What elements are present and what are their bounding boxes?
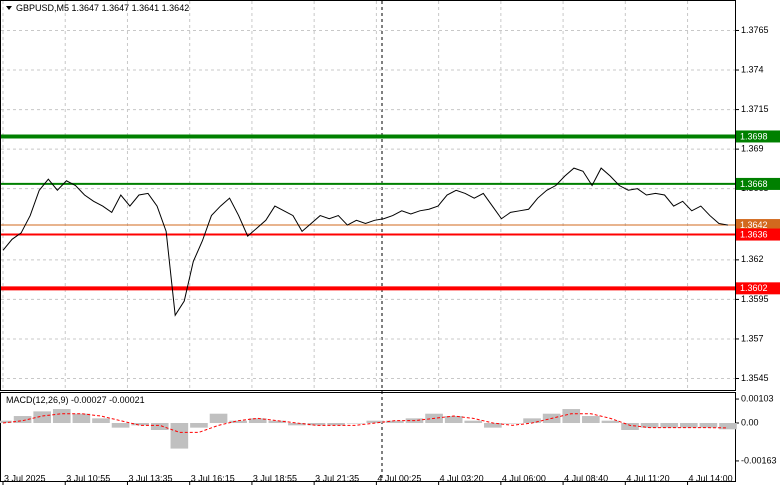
macd-bar — [464, 420, 483, 424]
macd-bar — [640, 423, 659, 428]
level-label: 1.3642 — [740, 220, 768, 230]
macd-bar — [0, 420, 12, 424]
macd-bar — [131, 423, 149, 426]
macd-bar — [523, 418, 541, 424]
symbol-title: GBPUSD,M5 1.3647 1.3647 1.3641 1.3642 — [16, 3, 189, 13]
macd-bar — [660, 423, 679, 428]
macd-bar — [150, 423, 169, 430]
x-tick-label: 4 Jul 11:20 — [626, 473, 669, 483]
macd-bar — [366, 420, 385, 424]
macd-bar — [346, 423, 365, 424]
macd-bar — [386, 420, 404, 424]
macd-bar — [209, 413, 228, 424]
macd-bar — [190, 423, 208, 428]
macd-bar — [268, 420, 287, 424]
signal-current: -0.00021 — [109, 395, 145, 405]
level-label-box — [736, 130, 780, 143]
macd-bar — [582, 416, 600, 424]
x-tick-label: 4 Jul 06:00 — [502, 473, 546, 483]
open: 1.3647 — [72, 3, 100, 13]
macd-bar — [719, 423, 737, 430]
level-label-box — [736, 228, 780, 241]
x-tick-label: 3 Jul 2025 — [4, 473, 46, 483]
macd-bar — [33, 411, 52, 424]
y-tick-label: 1.369 — [741, 143, 764, 153]
level-label: 1.3698 — [740, 131, 768, 141]
level-label: 1.3668 — [740, 179, 768, 189]
level-label-box — [736, 177, 780, 190]
y-tick-label: 1.3595 — [741, 294, 769, 304]
level-label: 1.3602 — [740, 283, 768, 293]
price-line — [2, 167, 729, 317]
level-label-box — [736, 282, 780, 295]
price-panel — [0, 0, 736, 391]
macd-bar — [699, 423, 718, 428]
y-tick-label: 1.374 — [741, 64, 764, 74]
macd-bar — [92, 418, 110, 424]
y-tick-label: -0.00163 — [741, 455, 777, 465]
macd-bar — [601, 420, 620, 424]
y-tick-label: 0.00 — [741, 417, 759, 427]
macd-bar — [327, 423, 345, 426]
close: 1.3642 — [162, 3, 190, 13]
macd-bar — [111, 423, 130, 428]
x-tick-label: 3 Jul 10:55 — [66, 473, 110, 483]
macd-bar — [13, 416, 32, 424]
y-tick-label: 0.00103 — [741, 393, 774, 403]
y-tick-label: 1.3715 — [741, 104, 769, 114]
high: 1.3647 — [102, 3, 130, 13]
title: MACD(12,26,9) — [6, 395, 69, 405]
x-tick-label: 4 Jul 14:00 — [689, 473, 733, 483]
y-tick-label: 1.3765 — [741, 25, 769, 35]
y-tick-label: 1.3545 — [741, 373, 769, 383]
x-tick-label: 3 Jul 16:15 — [191, 473, 235, 483]
x-tick-label: 4 Jul 03:20 — [440, 473, 484, 483]
macd-bar — [444, 416, 463, 424]
macd-bar — [679, 423, 698, 428]
level-label: 1.3636 — [740, 229, 768, 239]
macd-bar — [52, 409, 71, 424]
macd-bar — [503, 423, 522, 424]
macd-bar — [288, 423, 306, 426]
y-tick-label: 1.362 — [741, 254, 764, 264]
macd-bar — [72, 413, 91, 424]
macd-bar — [562, 409, 581, 424]
x-tick-label: 4 Jul 08:40 — [564, 473, 608, 483]
macd-bar — [307, 423, 326, 426]
macd-bar — [484, 423, 502, 428]
low: 1.3641 — [132, 3, 160, 13]
macd-current: -0.00027 — [71, 395, 107, 405]
x-tick-label: 4 Jul 00:25 — [377, 473, 421, 483]
signal-line — [2, 413, 729, 433]
x-tick-label: 3 Jul 18:55 — [253, 473, 297, 483]
menu-icon — [6, 6, 12, 10]
x-tick-label: 3 Jul 21:35 — [315, 473, 359, 483]
macd-panel — [0, 392, 736, 482]
macd-bar — [170, 423, 189, 449]
macd-bar — [248, 418, 267, 424]
level-label-box — [736, 219, 780, 232]
title: GBPUSD,M5 — [16, 3, 69, 13]
macd-bar — [229, 420, 247, 424]
x-tick-label: 3 Jul 13:35 — [128, 473, 172, 483]
macd-title: MACD(12,26,9) -0.00027 -0.00021 — [6, 395, 145, 405]
macd-bar — [621, 423, 639, 430]
y-tick-label: 1.357 — [741, 333, 764, 343]
